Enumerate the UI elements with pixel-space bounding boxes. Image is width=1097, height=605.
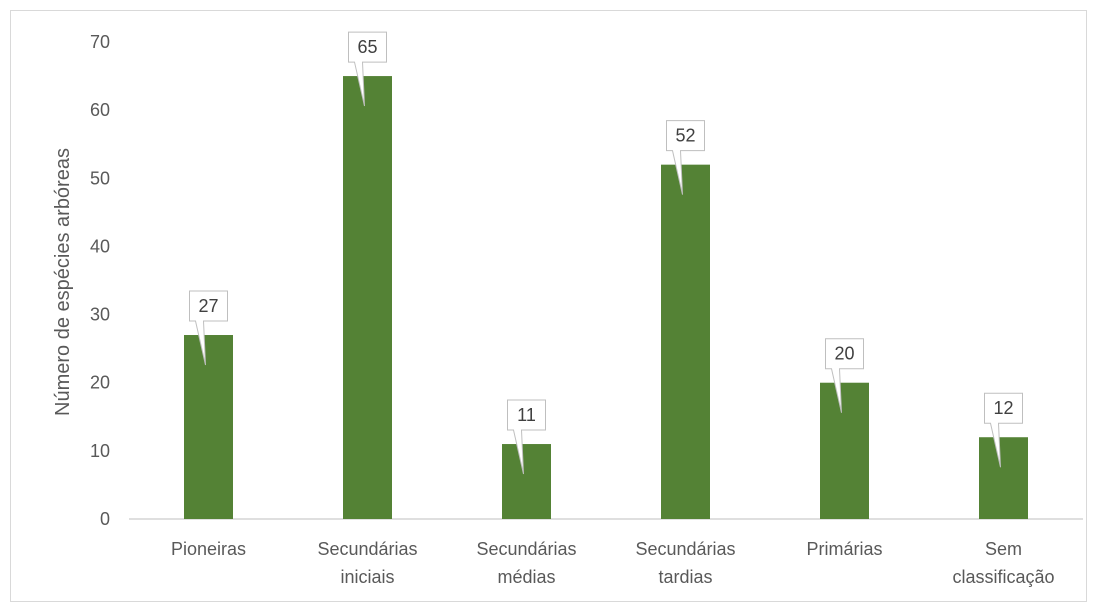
data-label: 12 — [993, 398, 1013, 418]
category-label-line: Pioneiras — [171, 539, 246, 559]
category-label-line: médias — [497, 567, 555, 587]
bar — [661, 164, 710, 519]
data-label-callout: 12 — [984, 392, 1023, 468]
y-tick-label: 20 — [90, 373, 110, 393]
category-label: Sem classificação — [952, 539, 1054, 587]
y-tick-label: 60 — [90, 100, 110, 120]
data-label-callout: 11 — [507, 399, 546, 475]
bar — [820, 382, 869, 519]
data-label: 20 — [834, 344, 854, 364]
category-label: Pioneiras — [171, 539, 246, 559]
data-label-box — [507, 399, 546, 475]
data-label: 27 — [198, 296, 218, 316]
y-axis-title: Número de espécies arbóreas — [52, 148, 74, 416]
data-label-box — [825, 338, 864, 413]
data-label-box — [666, 120, 705, 195]
data-label-box — [189, 290, 228, 366]
bar — [502, 444, 551, 519]
category-label: Primárias — [806, 539, 882, 559]
y-tick-label: 40 — [90, 236, 110, 256]
data-label-callout: 65 — [348, 31, 387, 107]
category-label: Secundárias tardias — [635, 539, 735, 587]
bar — [979, 437, 1028, 519]
category-label-line: Sem — [985, 539, 1022, 559]
category-label-line: tardias — [658, 567, 712, 587]
category-label-line: Secundárias — [476, 539, 576, 559]
data-label: 65 — [357, 37, 377, 57]
data-label-box — [348, 31, 387, 107]
data-label-callout: 27 — [189, 290, 228, 366]
y-tick-label: 30 — [90, 305, 110, 325]
bar — [343, 76, 392, 520]
category-label-line: Secundárias — [317, 539, 417, 559]
y-tick-label: 0 — [100, 509, 110, 529]
y-tick-label: 50 — [90, 168, 110, 188]
y-tick-label: 70 — [90, 32, 110, 52]
category-label-line: classificação — [952, 567, 1054, 587]
category-label: Secundárias iniciais — [317, 539, 417, 587]
category-label-line: Primárias — [806, 539, 882, 559]
data-label: 11 — [517, 405, 536, 425]
bar — [184, 335, 233, 519]
data-label-box — [984, 392, 1023, 468]
category-label-line: Secundárias — [635, 539, 735, 559]
y-tick-label: 10 — [90, 441, 110, 461]
data-label-callout: 52 — [666, 120, 705, 195]
data-label-callout: 20 — [825, 338, 864, 413]
category-label: Secundárias médias — [476, 539, 576, 587]
data-label: 52 — [675, 126, 695, 146]
category-label-line: iniciais — [340, 567, 394, 587]
